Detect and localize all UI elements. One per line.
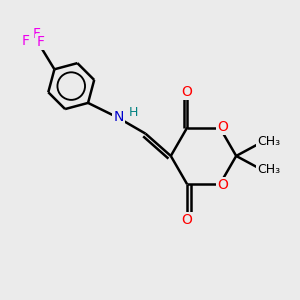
Text: F: F bbox=[22, 34, 30, 48]
Text: F: F bbox=[37, 35, 44, 49]
Text: H: H bbox=[129, 106, 138, 119]
Text: N: N bbox=[114, 110, 124, 124]
Text: O: O bbox=[182, 85, 193, 99]
Text: O: O bbox=[182, 213, 193, 227]
Text: O: O bbox=[217, 178, 228, 192]
Text: CH₃: CH₃ bbox=[257, 136, 280, 148]
Text: O: O bbox=[217, 120, 228, 134]
Text: CH₃: CH₃ bbox=[257, 164, 280, 176]
Text: F: F bbox=[33, 27, 41, 40]
